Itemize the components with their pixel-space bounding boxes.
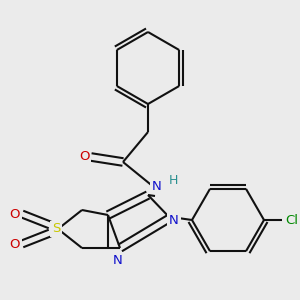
Text: N: N — [152, 179, 162, 193]
Text: O: O — [79, 151, 89, 164]
Text: N: N — [169, 214, 179, 227]
Text: O: O — [10, 208, 20, 220]
Text: S: S — [52, 223, 60, 236]
Text: O: O — [10, 238, 20, 250]
Text: N: N — [113, 254, 123, 266]
Text: H: H — [168, 173, 178, 187]
Text: Cl: Cl — [286, 214, 298, 226]
